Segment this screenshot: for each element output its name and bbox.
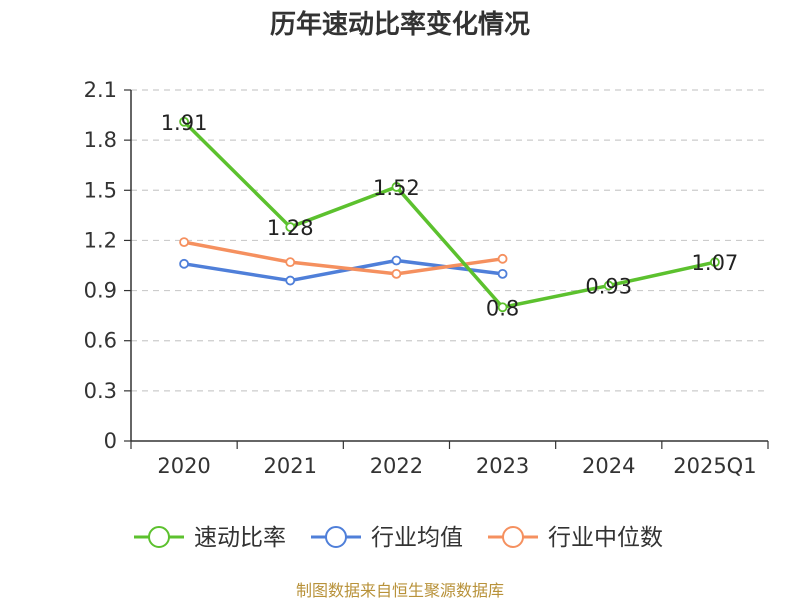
data-point[interactable] <box>497 302 508 313</box>
chart-title: 历年速动比率变化情况 <box>270 9 530 40</box>
source-note: 制图数据来自恒生聚源数据库 <box>296 581 504 600</box>
legend-label: 行业中位数 <box>548 525 663 551</box>
x-tick-label: 2024 <box>582 454 635 478</box>
data-point[interactable] <box>179 116 189 127</box>
data-point[interactable] <box>603 280 614 291</box>
data-point[interactable] <box>391 255 402 266</box>
data-point[interactable] <box>710 257 720 268</box>
x-tick-label: 2025Q1 <box>673 454 756 478</box>
data-label: 1.91 <box>161 111 208 135</box>
legend-label: 行业均值 <box>371 525 463 551</box>
x-tick-label: 2021 <box>264 454 317 478</box>
data-point[interactable] <box>179 258 189 269</box>
data-label: 1.28 <box>267 216 314 240</box>
data-point[interactable] <box>285 275 296 286</box>
axes: 0 0.3 0.6 0.9 1.2 1.5 1.8 2.1 2020 2021 2022 2023 20… <box>84 78 769 478</box>
series-line <box>182 120 716 310</box>
y-tick-label: 2.1 <box>84 78 117 102</box>
data-label: 0.93 <box>585 275 632 299</box>
x-tick-label: 2023 <box>476 454 529 478</box>
legend-item[interactable]: 行业中位数 <box>488 525 663 551</box>
y-tick-label: 0 <box>104 429 117 453</box>
y-tick-label: 0.9 <box>84 279 117 303</box>
legend-item[interactable]: 速动比率 <box>134 525 286 551</box>
data-point[interactable] <box>179 237 189 248</box>
legend-swatch-marker <box>325 526 347 548</box>
y-tick-label: 0.6 <box>84 329 117 353</box>
y-tick-label: 1.5 <box>84 178 117 202</box>
data-labels: 1.91 1.28 1.52 0.8 0.93 1.07 <box>161 111 739 321</box>
series-line <box>183 258 503 283</box>
legend-label: 速动比率 <box>194 525 286 551</box>
data-label: 1.52 <box>373 176 420 200</box>
x-tick-label: 2022 <box>370 454 423 478</box>
data-point[interactable] <box>285 257 296 268</box>
series-group <box>179 116 720 313</box>
y-tick-label: 1.8 <box>84 128 117 152</box>
legend-item[interactable]: 行业均值 <box>311 525 463 551</box>
grid-lines <box>131 89 768 392</box>
data-label: 0.8 <box>486 296 519 320</box>
legend-swatch-marker <box>502 526 524 548</box>
data-point[interactable] <box>497 268 508 279</box>
legend-swatch-marker <box>148 526 170 548</box>
data-label: 1.07 <box>692 251 739 275</box>
series-line <box>183 240 503 276</box>
data-point[interactable] <box>497 253 508 264</box>
x-tick-label: 2020 <box>157 454 210 478</box>
data-point[interactable] <box>285 222 296 232</box>
legend[interactable]: 速动比率 行业均值 行业中位数 <box>134 525 663 551</box>
y-tick-label: 0.3 <box>84 379 117 403</box>
data-point[interactable] <box>391 182 402 192</box>
data-point[interactable] <box>391 268 402 279</box>
y-tick-label: 1.2 <box>84 228 117 252</box>
